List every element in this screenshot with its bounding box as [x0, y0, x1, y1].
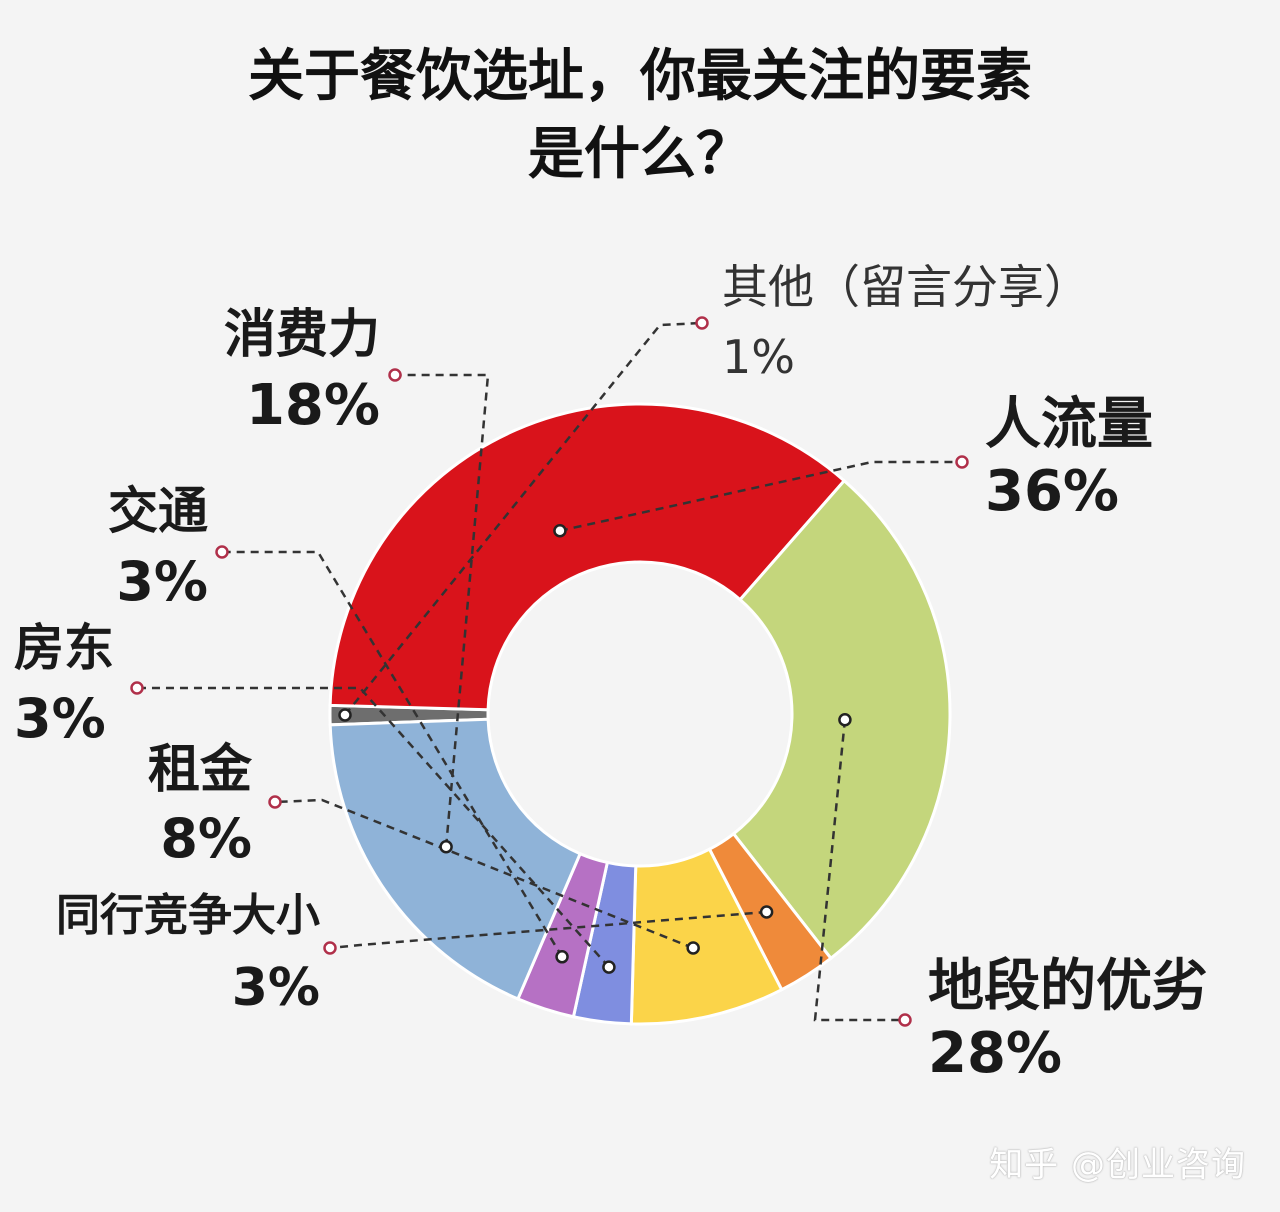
slice-value-location: 28%: [928, 1021, 1062, 1086]
leader-lines: [130, 316, 969, 1027]
leader-dot-other: [338, 708, 352, 722]
slice-label-traffic: 人流量: [985, 392, 1153, 457]
slice-value-transport: 3%: [116, 550, 208, 613]
chart-title: 关于餐饮选址，你最关注的要素 是什么？: [0, 38, 1280, 194]
slice-value-competition: 3%: [232, 958, 320, 1018]
leader-end-traffic: [955, 455, 969, 469]
slice-value-traffic: 36%: [985, 459, 1119, 524]
slice-traffic: [328, 402, 847, 712]
leader-dot-location: [838, 712, 852, 727]
leader-end-transport: [215, 545, 229, 559]
chart-title-line-2: 是什么？: [528, 122, 752, 187]
leader-end-rent: [268, 795, 282, 809]
slice-value-landlord: 3%: [14, 687, 106, 750]
slice-label-rent: 租金: [148, 740, 253, 800]
leader-end-location: [898, 1013, 912, 1027]
slice-label-location: 地段的优劣: [928, 954, 1208, 1019]
leader-line-competition: [329, 910, 767, 950]
slice-value-spending: 18%: [246, 373, 380, 438]
leader-line-rent: [274, 798, 694, 950]
slice-spending: [328, 717, 583, 1001]
slice-label-competition: 同行竞争大小: [56, 890, 320, 941]
leader-dot-traffic: [553, 523, 567, 538]
leader-end-competition: [323, 941, 337, 955]
leader-line-landlord: [137, 686, 610, 968]
leader-dot-landlord: [602, 960, 616, 974]
slice-label-landlord: 房东: [14, 619, 114, 677]
watermark: 知乎 @创业咨询: [989, 1145, 1246, 1185]
slice-value-other: 1%: [722, 330, 795, 384]
leader-end-other: [695, 316, 709, 330]
slice-label-spending: 消费力: [224, 305, 380, 365]
slice-labels: 其他（留言分享）1%人流量36%地段的优劣28%同行竞争大小3%租金8%房东3%…: [14, 260, 1208, 1086]
leader-end-spending: [388, 368, 402, 382]
slice-value-rent: 8%: [160, 807, 252, 870]
leader-line-traffic: [559, 460, 962, 532]
leader-line-location: [813, 719, 905, 1022]
slice-label-other: 其他（留言分享）: [722, 260, 1090, 314]
leader-dot-spending: [439, 840, 453, 854]
leader-dot-rent: [686, 941, 700, 955]
slice-label-transport: 交通: [108, 482, 208, 540]
leader-line-spending: [395, 373, 490, 847]
leader-dot-transport: [555, 950, 569, 964]
leader-dot-competition: [759, 905, 774, 919]
leader-line-transport: [222, 550, 564, 958]
donut-slices: [328, 402, 952, 1026]
leader-end-landlord: [130, 681, 144, 695]
chart-title-line-1: 关于餐饮选址，你最关注的要素: [248, 44, 1032, 109]
